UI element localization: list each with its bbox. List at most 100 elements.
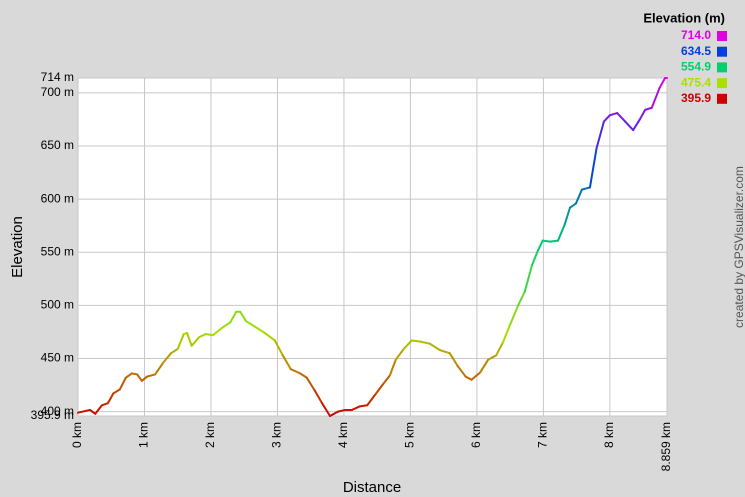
elevation-segment [305,376,316,392]
elevation-segment [229,310,238,324]
elevation-segment [531,249,540,267]
elevation-segment [638,108,647,121]
elevation-segment [382,374,391,386]
elevation-segment [549,239,560,243]
elevation-segment [336,408,347,413]
elevation-segment [77,408,91,414]
elevation-segment [374,383,385,396]
y-tick-label: 714 m [41,70,74,84]
x-tick-label: 8.859 km [659,422,673,471]
x-tick-label: 3 km [270,422,284,448]
y-tick-label: 400 m [41,404,74,418]
elevation-segment [273,339,284,357]
elevation-segment [313,389,324,405]
legend-swatch [717,62,727,73]
x-tick-label: 2 km [203,422,217,448]
elevation-segment [88,408,97,415]
elevation-segment [190,336,201,347]
x-tick-label: 7 km [536,422,550,448]
elevation-segment [176,333,185,350]
elevation-segment [366,393,377,407]
elevation-segment [580,186,591,191]
elevation-segment [221,321,232,329]
elevation-segment [204,333,214,337]
y-tick-label: 700 m [41,85,74,99]
elevation-segment [616,112,627,123]
elevation-segment [495,341,504,357]
elevation-segment [146,373,157,378]
plot-area [78,78,667,416]
elevation-segment [358,404,369,408]
elevation-segment [588,147,598,189]
elevation-segment [170,347,179,355]
elevation-segment [245,320,256,328]
elevation-segment [574,188,583,205]
x-tick-label: 0 km [70,422,84,448]
elevation-segment [456,364,467,378]
elevation-segment [650,86,661,109]
legend-label: 395.9 [681,91,711,105]
legend-label: 475.4 [681,75,711,89]
elevation-segment [464,375,473,381]
x-axis-title: Distance [343,479,401,496]
elevation-segment [501,323,512,344]
elevation-segment [118,376,127,391]
elevation-segment [428,342,441,352]
y-tick-label: 450 m [41,351,74,365]
elevation-segment [448,352,459,367]
y-tick-label: 395.9 m [31,408,74,422]
legend-swatch [717,78,727,89]
elevation-segment [509,304,520,326]
elevation-segment [537,239,544,252]
elevation-segment [299,372,308,379]
elevation-segment [162,352,173,364]
elevation-segment [658,77,667,89]
elevation-segment [211,326,224,337]
elevation-segment [624,120,635,132]
elevation-segment [402,339,413,350]
y-tick-label: 600 m [41,191,74,205]
elevation-segment [557,223,566,242]
credit: created by GPSVisualizer.com [732,166,745,328]
elevation-segment [608,112,619,117]
elevation-segment [438,349,451,355]
elevation-segment [112,388,121,395]
elevation-segment [563,206,571,226]
elevation-segment [418,340,431,345]
elevation-segment [479,358,490,374]
elevation-segment [632,118,641,132]
elevation-segment [124,372,133,379]
legend-swatch [717,93,727,104]
elevation-segment [328,410,339,417]
elevation-segment [602,114,611,123]
elevation-segment [106,392,115,405]
legend-swatch [717,31,727,41]
legend-title: Elevation (m) [643,10,725,25]
elevation-segment [517,290,526,307]
elevation-segment [644,106,653,111]
elevation-segment [136,373,143,382]
elevation-segment [388,358,397,377]
y-tick-label: 650 m [41,138,74,152]
elevation-segment [410,339,421,343]
x-tick-label: 6 km [469,422,483,448]
x-tick-label: 8 km [602,422,616,448]
elevation-segment [186,332,193,347]
elevation-segment [253,325,266,335]
legend-label: 634.5 [681,44,711,58]
elevation-segment [140,375,149,382]
x-tick-label: 4 km [336,422,350,448]
elevation-segment [239,310,248,323]
legend-label: 554.9 [681,60,711,74]
elevation-segment [263,332,276,342]
legend-label: 714.0 [681,28,711,42]
elevation-segment [350,405,361,411]
elevation-segment [595,120,605,150]
elevation-segment [94,404,103,415]
y-tick-label: 550 m [41,244,74,258]
elevation-segment [154,361,165,376]
elevation-segment [198,333,207,339]
legend-swatch [717,46,727,57]
elevation-segment [289,368,302,375]
